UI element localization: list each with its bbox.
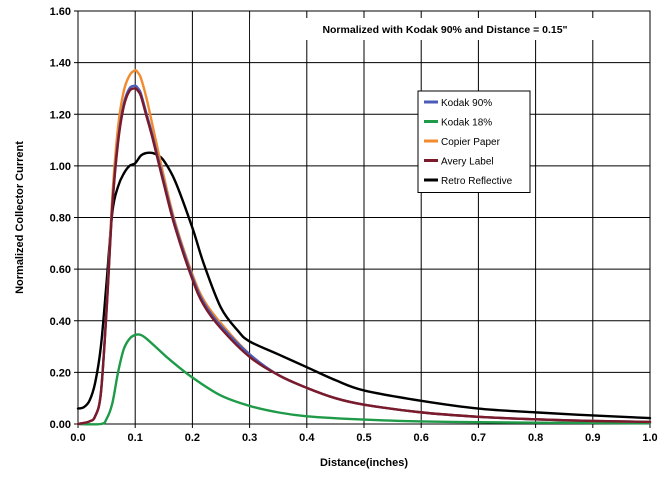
x-tick-label: 0.6 bbox=[414, 432, 429, 444]
x-tick-label: 0.4 bbox=[299, 432, 315, 444]
legend-label: Copier Paper bbox=[441, 137, 501, 148]
x-tick-label: 0.1 bbox=[128, 432, 143, 444]
legend-item: Retro Reflective bbox=[424, 176, 513, 187]
y-tick-label: 1.00 bbox=[50, 161, 71, 173]
y-tick-label: 0.40 bbox=[50, 316, 71, 328]
x-tick-label: 0.7 bbox=[471, 432, 486, 444]
x-tick-label: 0.3 bbox=[242, 432, 257, 444]
y-tick-label: 1.20 bbox=[50, 109, 71, 121]
y-tick-label: 1.60 bbox=[50, 6, 71, 18]
legend-item: Avery Label bbox=[424, 157, 494, 168]
legend-item: Copier Paper bbox=[424, 137, 501, 148]
series-line-avery-label bbox=[76, 87, 652, 426]
x-tick-label: 0.5 bbox=[356, 432, 371, 444]
x-tick-label: 0.0 bbox=[70, 432, 85, 444]
annotation-box: Normalized with Kodak 90% and Distance =… bbox=[250, 18, 640, 40]
x-tick-label: 0.8 bbox=[528, 432, 543, 444]
y-tick-label: 0.80 bbox=[50, 213, 71, 225]
y-tick-label: 1.40 bbox=[50, 58, 71, 70]
y-tick-label: 0.60 bbox=[50, 264, 71, 276]
legend-item: Kodak 18% bbox=[424, 118, 492, 129]
legend-label: Avery Label bbox=[441, 157, 494, 168]
series-lines bbox=[76, 69, 652, 426]
legend-label: Kodak 90% bbox=[441, 98, 492, 109]
x-tick-label: 0.9 bbox=[585, 432, 600, 444]
annotation-text: Normalized with Kodak 90% and Distance =… bbox=[322, 24, 567, 36]
series-line-kodak-18 bbox=[76, 333, 652, 426]
x-tick-label: 1.0 bbox=[642, 432, 657, 444]
x-axis-label: Distance(inches) bbox=[320, 457, 408, 469]
y-tick-label: 0.00 bbox=[50, 419, 71, 431]
x-tick-label: 0.2 bbox=[185, 432, 200, 444]
y-axis-label: Normalized Collector Current bbox=[14, 141, 26, 294]
axes: 0.0 0.1 0.2 0.3 0.4 0.5 0.6 0.7 0.8 0.9 1.0 0.00 0.2… bbox=[50, 6, 658, 444]
legend-label: Retro Reflective bbox=[441, 176, 513, 187]
y-tick-label: 0.20 bbox=[50, 367, 71, 379]
legend: Kodak 90% Kodak 18% Copier Paper Avery Labe… bbox=[417, 90, 531, 193]
gridlines bbox=[78, 11, 650, 424]
series-line-retro-reflective bbox=[76, 151, 652, 420]
legend-item: Kodak 90% bbox=[424, 98, 492, 109]
annotation-background bbox=[250, 18, 640, 40]
legend-label: Kodak 18% bbox=[441, 118, 492, 129]
